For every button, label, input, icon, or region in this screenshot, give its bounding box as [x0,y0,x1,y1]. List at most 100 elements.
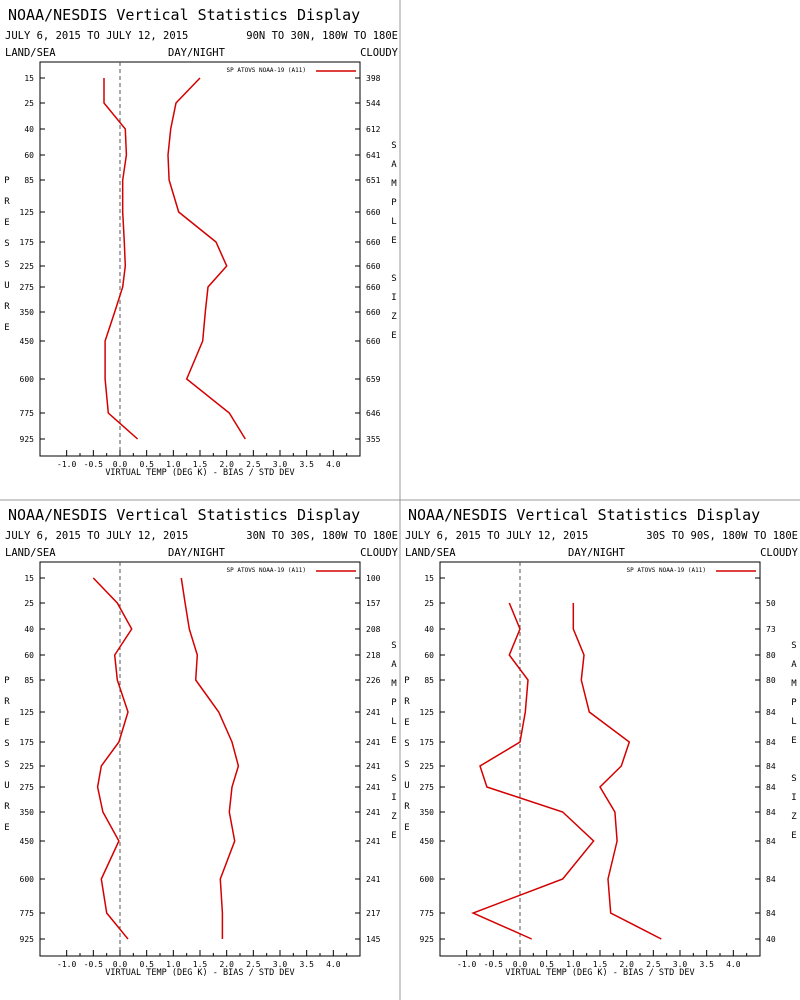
sample-size-label: 660 [366,283,381,292]
y2-axis-label-letter: P [791,698,797,708]
y2-axis-label-letter: S [391,141,396,151]
y2-axis-label-letter: M [391,679,397,689]
sample-size-label: 641 [366,151,381,160]
time-of-day-label: DAY/NIGHT [168,47,226,59]
y-axis-label-letter: S [404,760,409,770]
pressure-level-label: 175 [20,738,35,747]
x-tick-label: -1.0 [57,960,76,969]
pressure-level-label: 450 [20,337,35,346]
pressure-level-label: 40 [424,625,434,634]
x-tick-label: 1.0 [166,460,181,469]
pressure-level-label: 775 [20,409,35,418]
y2-axis-label-letter: M [791,679,797,689]
x-tick-label: 0.0 [113,960,128,969]
x-tick-label: 0.0 [113,460,128,469]
sample-size-label: 660 [366,238,381,247]
sample-size-label: 660 [366,208,381,217]
pressure-level-label: 15 [24,74,34,83]
y2-axis-label-letter: S [791,641,796,651]
y-axis-label-letter: P [4,176,10,186]
y2-axis-label-letter: I [391,293,396,303]
x-tick-label: -0.5 [484,960,503,969]
sample-size-label: 145 [366,935,381,944]
pressure-level-label: 600 [20,875,35,884]
sample-size-label: 241 [366,708,381,717]
date-range: JULY 6, 2015 TO JULY 12, 2015 [5,30,188,42]
x-axis-label: VIRTUAL TEMP (DEG K) - BIAS / STD DEV [505,968,694,978]
sample-size-label: 241 [366,762,381,771]
plot-frame [39,561,361,957]
plot-frame [439,561,761,957]
pressure-level-label: 350 [420,808,435,817]
y2-axis-label-letter: E [391,736,396,746]
sample-size-label: 84 [766,909,776,918]
pressure-level-label: 925 [20,935,35,944]
legend-label: SP ATOVS NOAA-19 (A11) [627,567,706,574]
pressure-level-label: 275 [420,783,435,792]
sample-size-label: 241 [366,837,381,846]
series-line-bias [92,577,133,940]
sample-size-label: 84 [766,783,776,792]
y2-axis-label-letter: I [391,793,396,803]
pressure-level-label: 85 [24,676,34,685]
series-line-std_dev [180,577,240,939]
sample-size-label: 241 [366,738,381,747]
y2-axis-label-letter: E [791,831,796,841]
x-tick-label: 2.0 [619,960,634,969]
sky-label: CLOUDY [360,547,399,559]
pressure-level-label: 225 [20,762,35,771]
y2-axis-label-letter: A [391,160,397,170]
y-axis-label-letter: S [4,239,9,249]
sample-size-label: 84 [766,875,776,884]
y2-axis-label-letter: E [391,331,396,341]
x-tick-label: 3.5 [299,960,314,969]
sample-size-label: 646 [366,409,381,418]
x-tick-label: 2.5 [246,460,261,469]
sample-size-label: 84 [766,738,776,747]
chart-title: NOAA/NESDIS Vertical Statistics Display [408,506,760,524]
series-line-bias [103,78,139,440]
sample-size-label: 355 [366,435,381,444]
x-tick-label: 3.0 [673,960,688,969]
x-tick-label: -0.5 [84,460,103,469]
y2-axis-label-letter: S [391,641,396,651]
pressure-level-label: 775 [20,909,35,918]
region-label: 30S TO 90S, 180W TO 180E [646,530,798,542]
pressure-level-label: 275 [20,783,35,792]
sample-size-label: 612 [366,125,381,134]
x-tick-label: 1.0 [566,960,581,969]
x-tick-label: 1.5 [193,960,208,969]
pressure-level-label: 15 [424,574,434,583]
y-axis-label-letter: E [404,823,409,833]
sample-size-label: 84 [766,708,776,717]
y-axis-label-letter: U [404,781,409,791]
sky-label: CLOUDY [760,547,799,559]
sample-size-label: 100 [366,574,381,583]
time-of-day-label: DAY/NIGHT [568,547,626,559]
y2-axis-label-letter: Z [391,312,397,322]
pressure-level-label: 450 [20,837,35,846]
sample-size-label: 84 [766,837,776,846]
series-line-bias [471,602,595,940]
sample-size-label: 660 [366,308,381,317]
x-tick-label: 0.5 [139,960,154,969]
x-tick-label: 0.5 [539,960,554,969]
pressure-level-label: 275 [20,283,35,292]
sample-size-label: 84 [766,808,776,817]
sample-size-label: 50 [766,599,776,608]
y2-axis-label-letter: P [391,698,397,708]
y-axis-label-letter: S [4,739,9,749]
pressure-level-label: 15 [24,574,34,583]
series-line-std_dev [572,603,662,940]
y-axis-label-letter: E [4,323,9,333]
y-axis-label-letter: R [404,697,410,707]
y-axis-label-letter: U [4,781,9,791]
y2-axis-label-letter: S [391,274,396,284]
x-tick-label: 1.5 [193,460,208,469]
y-axis-label-letter: S [404,739,409,749]
sample-size-label: 398 [366,74,381,83]
y-axis-label-letter: E [4,218,9,228]
sample-size-label: 84 [766,762,776,771]
y-axis-label-letter: S [4,760,9,770]
